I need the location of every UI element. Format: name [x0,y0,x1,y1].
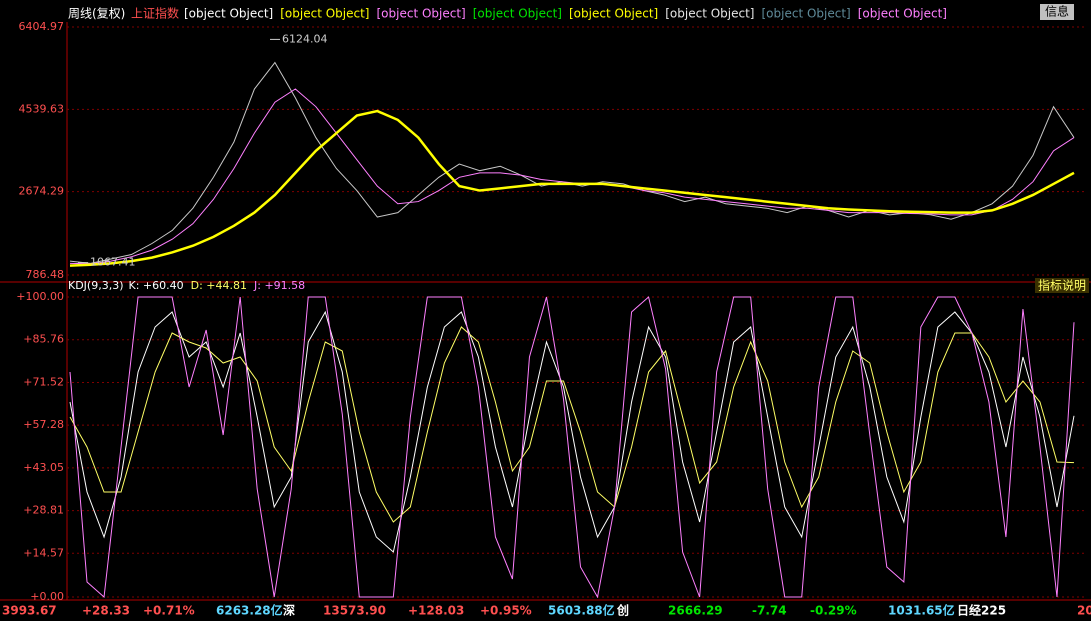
y-tick-label: 786.48 [26,268,65,281]
ticker-item: 2666.29 [668,604,723,618]
ticker-item: 6263.28亿 [216,603,283,618]
legend-entry: D: +44.81 [191,279,247,292]
ticker-item: +128.03 [408,604,464,618]
ticker-item: +28.33 [82,604,130,618]
indicator-button-label[interactable]: 指标说明 [1038,278,1086,293]
ma-legend: [object Object] [762,7,851,21]
annotation: 1067.41 [90,256,136,269]
series-line [69,296,1075,598]
ma-legend: [object Object] [377,7,466,21]
plot [69,296,1075,598]
period: 周线(复权) [68,7,125,21]
ticker-item: 1031.65亿 [888,603,955,618]
y-tick-label: +57.28 [23,418,64,431]
y-tick-label: 4539.63 [19,102,65,115]
y-tick-label: +28.81 [23,504,64,517]
ma-legend: [object Object] [184,7,273,21]
ma-legend: [object Object] [473,7,562,21]
ticker-item: 3993.67 [2,604,57,618]
y-tick-label: 6404.97 [19,20,65,33]
y-tick-label: +71.52 [23,375,64,388]
ma-legend: [object Object] [665,7,754,21]
legend-entry: K: +60.40 [129,279,184,292]
series-line [69,109,1075,267]
ma-legend: [object Object] [280,7,369,21]
series-line [69,310,1075,553]
symbol: 上证指数 [131,6,179,21]
info-button[interactable] [1040,4,1074,20]
annotation: 6124.04 [282,32,328,45]
series-line [69,326,1075,523]
ticker-item: -0.29% [810,604,857,618]
ticker-item: 13573.90 [323,604,386,618]
ticker-item: 5603.88亿 [548,603,615,618]
ticker-item: +0.71% [143,604,195,618]
ticker-item: -7.74 [752,604,787,618]
y-tick-label: +14.57 [23,546,64,559]
y-tick-label: 2674.29 [19,185,65,198]
ma-legend: [object Object] [569,7,658,21]
y-tick-label: +43.05 [23,461,64,474]
legend-entry: J: +91.58 [253,279,305,292]
ticker-item: 深 [283,603,295,618]
info-button-label[interactable]: 信息 [1045,4,1069,19]
y-tick-label: +0.00 [30,590,64,603]
y-tick-label: +100.00 [16,290,64,303]
ticker-item: 20 [1077,604,1091,618]
ticker-item: 创 [616,603,629,618]
plot [69,61,1075,267]
indicator-title: KDJ(9,3,3) [68,279,124,292]
ma-legend: [object Object] [858,7,947,21]
ticker-item: +0.95% [480,604,532,618]
y-tick-label: +85.76 [23,333,64,346]
indicator-button[interactable] [1035,278,1089,293]
ticker-item: 日经225 [957,603,1006,618]
